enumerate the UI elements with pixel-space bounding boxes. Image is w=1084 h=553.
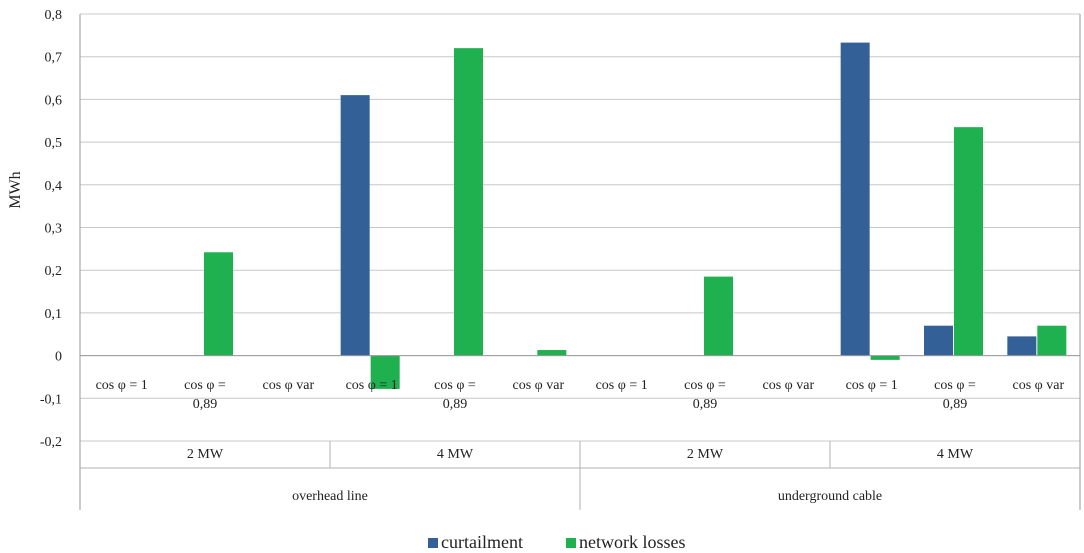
- category-label-line2: 0,89: [193, 397, 218, 412]
- category-label: cos φ =: [934, 378, 976, 393]
- legend-swatch-curtailment: [428, 538, 438, 548]
- y-tick-label: 0,8: [45, 8, 63, 23]
- category-label: cos φ = 1: [846, 378, 898, 393]
- legend: curtailment network losses: [428, 532, 686, 552]
- bar-curtailment: [924, 325, 953, 356]
- bar-network-losses: [954, 127, 983, 356]
- y-tick-label: 0,5: [45, 136, 63, 151]
- y-tick-label: 0,1: [45, 307, 63, 322]
- category-label: cos φ =: [684, 378, 726, 393]
- category-label: cos φ var: [263, 378, 315, 393]
- y-axis-title: MWh: [7, 171, 24, 208]
- bar-curtailment: [840, 42, 870, 356]
- legend-swatch-network-losses: [566, 538, 576, 548]
- y-tick-label: 0,4: [45, 179, 63, 194]
- y-tick-label: 0,2: [45, 264, 63, 279]
- level2-label: 4 MW: [437, 447, 474, 462]
- level2-label: 2 MW: [687, 447, 724, 462]
- legend-label-network-losses: network losses: [579, 532, 686, 552]
- category-label-line2: 0,89: [693, 397, 718, 412]
- level2-label: 4 MW: [937, 447, 974, 462]
- category-axis: [79, 14, 1081, 510]
- bar-curtailment: [340, 95, 370, 356]
- bar-network-losses: [870, 355, 900, 360]
- bars: [204, 42, 1067, 389]
- y-tick-label: 0,7: [45, 51, 63, 66]
- category-label: cos φ = 1: [596, 378, 648, 393]
- category-label: cos φ =: [184, 378, 226, 393]
- bar-network-losses: [370, 355, 400, 389]
- bar-network-losses: [704, 276, 733, 356]
- category-label-line2: 0,89: [443, 397, 468, 412]
- legend-label-curtailment: curtailment: [441, 532, 523, 552]
- y-tick-label: -0,2: [40, 435, 62, 450]
- bar-network-losses: [204, 252, 233, 356]
- y-tick-label: 0,3: [45, 222, 63, 237]
- category-label: cos φ var: [513, 378, 565, 393]
- category-labels: cos φ = 1 cos φ = 0,89 cos φ var cos φ = 1 co…: [96, 378, 1065, 504]
- level3-label: underground cable: [778, 489, 882, 504]
- category-label: cos φ var: [1013, 378, 1065, 393]
- bar-network-losses: [1037, 325, 1067, 356]
- bar-curtailment: [1007, 336, 1037, 356]
- bar-network-losses: [537, 350, 567, 356]
- level3-label: overhead line: [292, 489, 368, 504]
- y-tick-label: 0,6: [45, 93, 63, 108]
- y-tick-label: -0,1: [40, 392, 62, 407]
- y-tick-label: 0: [55, 350, 62, 365]
- level2-label: 2 MW: [187, 447, 224, 462]
- category-label: cos φ =: [434, 378, 476, 393]
- category-label: cos φ = 1: [96, 378, 148, 393]
- gridlines: [80, 13, 1080, 442]
- category-label: cos φ var: [763, 378, 815, 393]
- bar-network-losses: [454, 48, 483, 356]
- category-label: cos φ = 1: [346, 378, 398, 393]
- y-axis-tick-labels: -0,2 -0,1 0 0,1 0,2 0,3 0,4 0,5 0,6 0,7 0,8: [40, 8, 62, 450]
- category-label-line2: 0,89: [943, 397, 968, 412]
